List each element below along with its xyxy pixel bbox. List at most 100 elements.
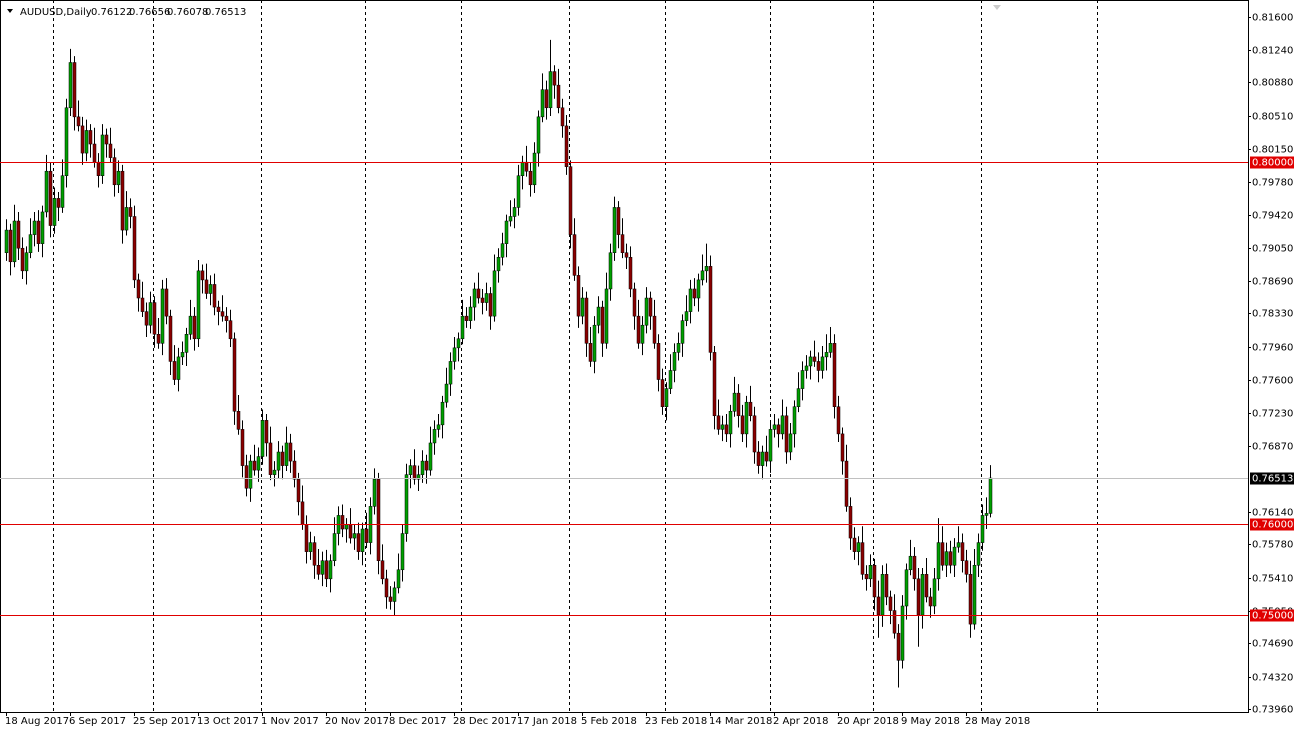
y-tick-label: 0.75410 [1252,574,1293,585]
candle-body [112,157,117,186]
candle-body [404,474,409,534]
candle-body [548,71,553,109]
header-high: 0.76656 [129,7,170,18]
candle-body [804,365,809,371]
candle-body [172,361,177,380]
header: AUDUSD,Daily 0.76122 0.76656 0.76078 0.7… [7,7,246,18]
candle-body [444,383,449,403]
candle-body [408,465,413,475]
level-label: 0.80000 [1252,158,1293,169]
candle-body [872,565,877,598]
candle-body [812,356,817,362]
y-tick-label: 0.79780 [1252,178,1293,189]
candle-body [424,460,429,471]
candle-body [640,324,645,344]
candle-body [908,555,913,571]
level-label-box [1250,156,1294,169]
candle-body [936,542,941,580]
x-tick-label: 2 Apr 2018 [773,716,828,727]
candle-body [240,429,245,466]
plot-frame [0,0,1249,713]
candle-body [16,220,21,249]
candle-body [304,524,309,552]
candle-body [940,542,945,566]
candle-body [216,306,221,312]
candle-body [24,252,29,272]
candle-body [560,107,565,127]
candle-body [176,356,181,380]
candle-body [460,315,465,340]
candle-body [844,460,849,507]
y-tick-label: 0.78330 [1252,309,1293,320]
candle-body [344,524,349,530]
level-label-box [1250,518,1294,531]
candle-body [380,560,385,580]
candle-body [580,297,585,317]
candle-body [360,528,365,552]
x-tick-label: 6 Sep 2017 [69,716,126,727]
candle-body [48,170,53,226]
candle-body [732,392,737,412]
candle-body [220,311,225,317]
y-tick-label: 0.77960 [1252,343,1293,354]
candle-body [668,370,673,389]
candle-body [920,574,925,616]
candle-body [192,315,197,340]
y-tick-label: 0.77230 [1252,409,1293,420]
candle-body [636,315,641,344]
candle-body [884,574,889,598]
candle-body [136,279,141,299]
candle-body [896,632,901,661]
candle-body [680,320,685,344]
candle-body [692,288,697,299]
candle-body [744,401,749,435]
x-tick-label: 8 Dec 2017 [389,716,447,727]
candle-body [956,542,961,548]
candle-body [860,542,865,575]
candle-body [308,542,313,552]
candle-body [520,161,525,176]
candle-body [120,170,125,231]
candle-body [316,565,321,575]
header-low: 0.76078 [167,7,208,18]
candle-body [676,343,681,353]
candle-body [52,198,57,226]
y-tick-label: 0.78690 [1252,277,1293,288]
candle-body [128,207,133,217]
candle-body [56,198,61,208]
y-tick-label: 0.74690 [1252,639,1293,650]
candle-body [656,343,661,380]
candle-body [904,569,909,607]
candle-body [792,406,797,435]
candle-body [776,424,781,435]
candle-body [184,334,189,353]
candle-body [88,130,93,145]
candle-body [832,343,837,407]
y-tick-label: 0.76140 [1252,508,1293,519]
y-tick-label: 0.79050 [1252,244,1293,255]
candle-body [760,451,765,466]
candle-body [528,170,533,186]
candle-body [644,297,649,326]
candle-body [396,569,401,589]
header-open: 0.76122 [91,7,132,18]
candle-body [228,320,233,340]
candle-body [788,433,793,453]
x-tick-label: 20 Nov 2017 [325,716,389,727]
candle-body [92,143,97,163]
candle-body [648,297,653,317]
x-tick-label: 28 May 2018 [965,716,1030,727]
x-tick-label: 18 Aug 2017 [5,716,69,727]
candle-body [244,465,249,489]
candle-body [4,229,9,253]
candle-body [536,116,541,154]
candle-body [448,361,453,385]
candle-body [456,338,461,349]
candle-body [504,220,509,244]
y-tick-label: 0.80510 [1252,112,1293,123]
candle-body [584,297,589,344]
candle-body [104,134,109,145]
candle-body [248,460,253,489]
candle-body [512,207,517,217]
